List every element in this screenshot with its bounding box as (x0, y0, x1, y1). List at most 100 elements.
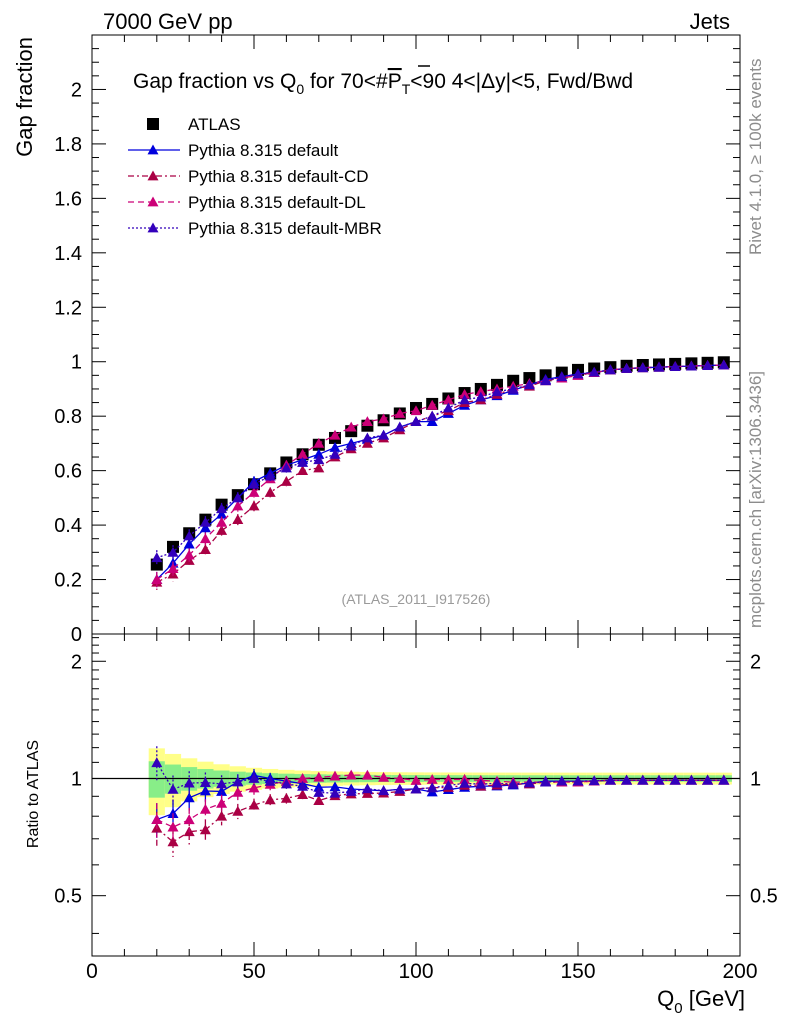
pythia-8-315-default-cd-ratio-marker (167, 836, 179, 847)
pythia-8-315-default-mbr-marker (604, 364, 616, 375)
pythia-8-315-default-dl-ratio-marker (394, 772, 406, 783)
pythia-8-315-default-mbr-marker (183, 530, 195, 541)
pythia-8-315-default-cd-ratio-marker (297, 789, 309, 799)
y-tick-label: 0.4 (54, 515, 82, 537)
pythia-8-315-default-mbr-marker (653, 361, 665, 372)
pythia-8-315-default-mbr-marker (280, 462, 292, 473)
pythia-8-315-default-mbr-marker (718, 359, 730, 370)
pythia-8-315-default-mbr-ratio-marker (313, 786, 325, 797)
pythia-8-315-default-dl-marker (313, 437, 325, 448)
pythia-8-315-default-dl-marker (248, 486, 260, 497)
pythia-8-315-default-mbr-ratio-marker (653, 774, 665, 785)
pythia-8-315-default-mbr-marker (572, 368, 584, 379)
pythia-8-315-default-mbr-ratio-marker (280, 778, 292, 789)
legend-marker-pythia-8-315-default-mbr (147, 222, 159, 233)
pythia-8-315-default-cd-ratio-marker (232, 805, 244, 816)
pythia-8-315-default-mbr-marker (345, 440, 357, 451)
pythia-8-315-default-mbr-marker (248, 478, 260, 489)
pythia-8-315-default-cd-marker (313, 462, 325, 473)
pythia-8-315-default-dl-ratio-marker (345, 769, 357, 780)
title-pt-subscript: T (402, 81, 411, 97)
pythia-8-315-default-mbr-marker (426, 410, 438, 421)
pythia-8-315-default-mbr-marker (669, 361, 681, 372)
legend-marker-pythia-8-315-default-dl (147, 196, 159, 207)
pythia-8-315-default-cd-ratio-marker (216, 810, 228, 821)
pythia-8-315-default-mbr-marker (361, 432, 373, 443)
pythia-8-315-default-mbr-ratio-marker (442, 779, 454, 790)
pythia-8-315-default-ratio-marker (183, 792, 195, 803)
pythia-8-315-default-dl-marker (345, 421, 357, 432)
pythia-8-315-default-marker (183, 538, 195, 549)
pythia-8-315-default-mbr-ratio-marker (232, 776, 244, 787)
pythia-8-315-default-dl-marker (459, 388, 471, 399)
pythia-8-315-default-mbr-marker (475, 391, 487, 402)
pythia-8-315-default-mbr-marker (199, 516, 211, 527)
pythia-8-315-default-cd-ratio-marker (248, 799, 260, 810)
pythia-8-315-default-mbr-marker (685, 360, 697, 371)
pythia-8-315-default-dl-marker (232, 500, 244, 511)
pythia-8-315-default-dl-line (156, 364, 724, 581)
pythia-8-315-default-mbr-ratio-marker (297, 780, 309, 791)
pythia-8-315-default-marker (216, 508, 228, 519)
y-tick-label: 0 (71, 624, 82, 646)
pythia-8-315-default-cd-line (156, 364, 724, 583)
rivet-version-label: Rivet 4.1.0, ≥ 100k events (746, 58, 765, 255)
legend-label-pythia-8-315-default-mbr: Pythia 8.315 default-MBR (188, 219, 382, 238)
pythia-8-315-default-mbr-ratio-marker (685, 774, 697, 785)
pythia-8-315-default-dl-ratio-marker (248, 782, 260, 793)
pythia-8-315-default-dl-marker (329, 429, 341, 440)
pythia-8-315-default-dl-ratio-marker (183, 814, 195, 825)
pythia-8-315-default-mbr-marker (410, 416, 422, 427)
pythia-8-315-default-cd-marker (216, 525, 228, 535)
x-label-unit: [GeV] (683, 986, 745, 1011)
pythia-8-315-default-mbr-ratio-marker (361, 783, 373, 794)
pythia-8-315-default-cd-ratio-marker (280, 792, 292, 803)
y-tick-label: 2 (71, 79, 82, 101)
pythia-8-315-default-mbr-marker (702, 360, 714, 370)
pythia-8-315-default-mbr-marker (507, 383, 519, 394)
pythia-8-315-default-dl-marker (216, 516, 228, 527)
pythia-8-315-default-dl-ratio-marker (199, 803, 211, 814)
atlas-stat-uncertainty-band (164, 764, 182, 794)
y-tick-label: 0.8 (54, 406, 82, 428)
pythia-8-315-default-dl-ratio-marker (232, 786, 244, 797)
pythia-8-315-default-cd-marker (361, 437, 373, 448)
mcplots-citation-label: mcplots.cern.ch [arXiv:1306.3436] (746, 370, 765, 628)
pythia-8-315-default-dl-ratio-marker (167, 821, 179, 832)
title-part-mid: for 70<# (304, 70, 388, 93)
pythia-8-315-default-cd-marker (248, 500, 260, 511)
pythia-8-315-default-cd-ratio-marker (264, 794, 276, 805)
title-part-post: <90 4<|Δy|<5, Fwd/Bwd (410, 70, 633, 93)
pythia-8-315-default-mbr-ratio-marker (475, 778, 487, 789)
pythia-8-315-default-ratio-marker (216, 785, 228, 796)
pythia-8-315-default-mbr-ratio-marker (718, 774, 730, 785)
y-tick-label: 0.2 (54, 570, 82, 592)
pythia-8-315-default-cd-marker (232, 514, 244, 525)
pythia-8-315-default-dl-marker (361, 416, 373, 427)
pythia-8-315-default-mbr-ratio-marker (264, 775, 276, 786)
pythia-8-315-default-mbr-ratio-marker (702, 774, 714, 785)
pythia-8-315-default-mbr-marker (232, 492, 244, 503)
pythia-8-315-default-mbr-ratio-marker (588, 775, 600, 786)
pythia-8-315-default-dl-ratio-marker (329, 770, 341, 781)
pythia-8-315-default-mbr-marker (264, 470, 276, 481)
y-tick-label: 1.4 (54, 243, 82, 265)
pythia-8-315-default-dl-marker (151, 574, 163, 584)
ratio-data-layer (92, 746, 740, 857)
pythia-8-315-default-mbr-ratio-marker (248, 772, 260, 783)
pythia-8-315-default-dl-marker (297, 448, 309, 459)
ratio-tick-label-left: 1 (71, 768, 82, 790)
pythia-8-315-default-dl-marker (426, 399, 438, 410)
ratio-tick-label-left: 0.5 (54, 886, 82, 908)
ratio-tick-label-right: 2 (750, 651, 761, 673)
y-tick-label: 1.8 (54, 134, 82, 156)
pythia-8-315-default-cd-marker (264, 486, 276, 497)
pythia-8-315-default-dl-marker (442, 394, 454, 405)
pythia-8-315-default-dl-ratio-marker (442, 773, 454, 784)
axes-layer: 0 50 100 150 200 0 0.2 0.4 0.6 0.8 1 1.2 1.4 1.6 1.8 2 0… (54, 35, 778, 983)
pythia-8-315-default-mbr-marker (637, 362, 649, 373)
ratio-tick-label-right: 1 (750, 768, 761, 790)
pythia-8-315-default-mbr-ratio-marker (410, 783, 422, 794)
pythia-8-315-default-dl-ratio-marker (410, 775, 422, 785)
